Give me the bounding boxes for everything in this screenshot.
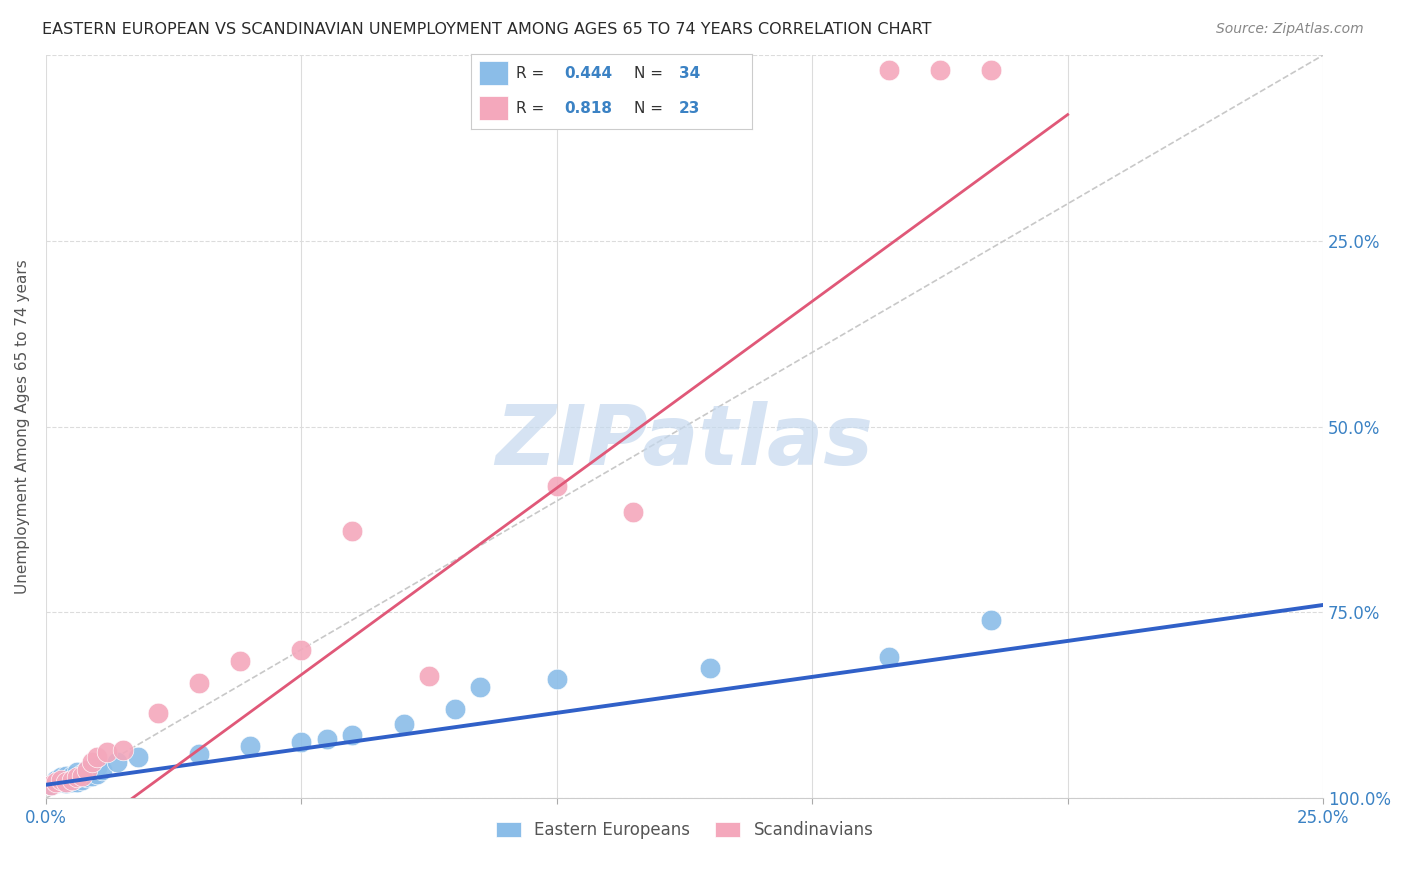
Point xyxy=(96,745,118,759)
Text: N =: N = xyxy=(634,66,668,81)
Point xyxy=(80,756,103,770)
Point xyxy=(70,767,93,781)
Point xyxy=(51,772,73,787)
Point xyxy=(546,479,568,493)
Point xyxy=(55,776,77,790)
Point xyxy=(229,654,252,668)
Point xyxy=(86,767,108,781)
Point xyxy=(443,702,465,716)
Point xyxy=(188,747,211,761)
FancyBboxPatch shape xyxy=(479,62,508,86)
Point xyxy=(111,743,134,757)
Point xyxy=(290,735,312,749)
Point xyxy=(699,661,721,675)
Point xyxy=(877,62,900,77)
Point xyxy=(980,62,1002,77)
Text: Source: ZipAtlas.com: Source: ZipAtlas.com xyxy=(1216,22,1364,37)
Point xyxy=(76,763,98,777)
Point xyxy=(80,761,103,775)
Text: R =: R = xyxy=(516,66,550,81)
Point xyxy=(65,770,87,784)
Point xyxy=(392,716,415,731)
Point xyxy=(316,731,339,746)
Y-axis label: Unemployment Among Ages 65 to 74 years: Unemployment Among Ages 65 to 74 years xyxy=(15,260,30,594)
Point xyxy=(55,774,77,789)
Point xyxy=(80,769,103,783)
Point xyxy=(470,680,492,694)
Point xyxy=(65,774,87,789)
Point xyxy=(45,776,67,790)
Point xyxy=(91,763,114,777)
Point xyxy=(188,676,211,690)
Point xyxy=(623,505,645,519)
Point xyxy=(60,769,83,783)
Point xyxy=(39,778,62,792)
Point xyxy=(980,613,1002,627)
Point xyxy=(60,772,83,787)
Point xyxy=(148,706,170,720)
Point xyxy=(39,778,62,792)
Text: R =: R = xyxy=(516,101,550,116)
Point xyxy=(877,650,900,665)
Text: N =: N = xyxy=(634,101,668,116)
Text: EASTERN EUROPEAN VS SCANDINAVIAN UNEMPLOYMENT AMONG AGES 65 TO 74 YEARS CORRELAT: EASTERN EUROPEAN VS SCANDINAVIAN UNEMPLO… xyxy=(42,22,932,37)
Point xyxy=(929,62,952,77)
Point xyxy=(290,642,312,657)
Point xyxy=(51,770,73,784)
Point xyxy=(86,750,108,764)
Text: ZIPatlas: ZIPatlas xyxy=(496,401,873,482)
FancyBboxPatch shape xyxy=(479,96,508,120)
Point xyxy=(546,673,568,687)
Legend: Eastern Europeans, Scandinavians: Eastern Europeans, Scandinavians xyxy=(489,814,880,846)
Point xyxy=(70,769,93,783)
Point xyxy=(51,774,73,789)
Point xyxy=(342,524,364,538)
Point xyxy=(239,739,262,753)
Point xyxy=(418,668,440,682)
Point xyxy=(55,769,77,783)
Text: 34: 34 xyxy=(679,66,700,81)
Point xyxy=(127,750,149,764)
Point xyxy=(60,774,83,789)
Point xyxy=(76,770,98,784)
Point xyxy=(45,772,67,787)
Point xyxy=(342,728,364,742)
Point xyxy=(86,760,108,774)
Point xyxy=(70,772,93,787)
Point xyxy=(45,774,67,789)
Text: 0.444: 0.444 xyxy=(564,66,612,81)
Text: 0.818: 0.818 xyxy=(564,101,612,116)
Text: 23: 23 xyxy=(679,101,700,116)
Point xyxy=(65,765,87,780)
Point xyxy=(107,756,129,770)
Point xyxy=(76,763,98,777)
